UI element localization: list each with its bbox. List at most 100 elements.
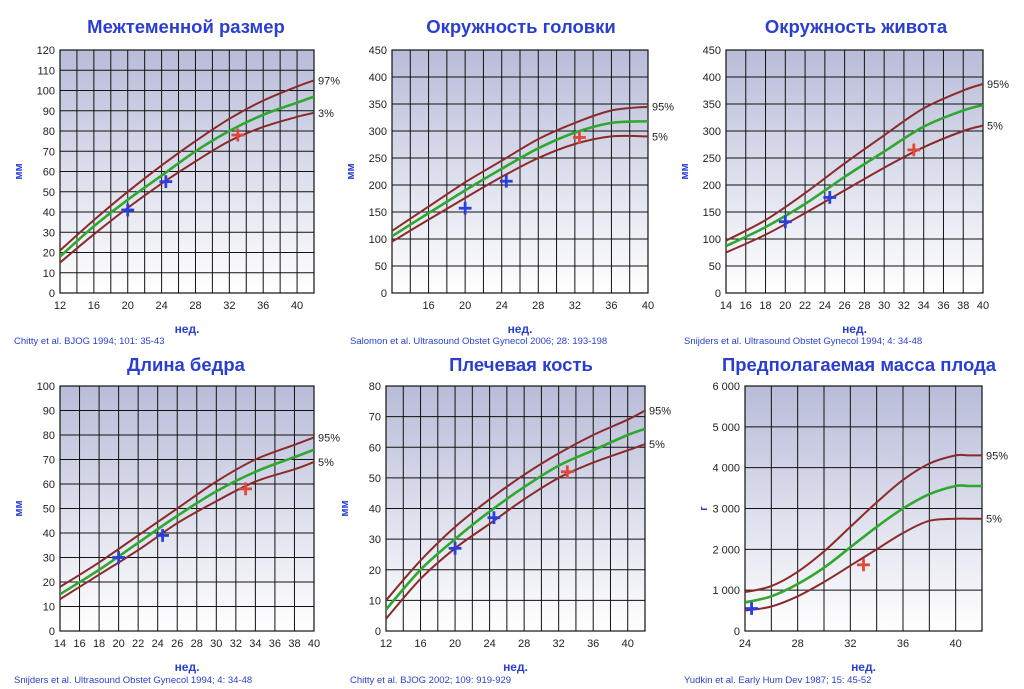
y-tick-label: 40 [43,528,55,540]
chart-title: Длина бедра [127,354,245,375]
plot-frame [391,49,649,294]
plot-frame [725,49,984,294]
x-tick-label: 28 [858,300,870,312]
series-line-mid [386,427,645,611]
series-end-label: 95% [987,79,1009,91]
series-line-mid [60,95,314,258]
y-tick-label: 10 [43,602,55,614]
series-line-upper [60,436,314,588]
x-tick-label: 40 [622,638,634,650]
measurement-marker-blue [112,551,126,564]
y-tick-label: 300 [703,126,721,138]
x-tick-label: 28 [189,300,201,312]
x-tick-label: 32 [569,300,581,312]
measurement-marker-red [231,128,245,142]
y-axis-label: мм [679,163,691,179]
x-tick-label: 24 [819,300,831,312]
measurement-marker-blue [487,511,501,525]
series-end-label: 5% [652,131,668,143]
chart-panel-femur-length: Длина бедра 0 10 20 30 40 50 60 70 80 90 100 14 16 18… [0,350,341,689]
series-line-lower [392,134,648,243]
y-axis-label: мм [13,163,25,179]
measurement-marker-red [857,558,870,572]
x-axis-label: нед. [851,660,876,674]
y-tick-label: 250 [369,153,387,165]
y-tick-label: 200 [703,180,721,192]
y-tick-label: 450 [703,45,721,57]
x-tick-label: 30 [878,300,890,312]
chart-panel-abdominal-circumference: Окружность живота 0 50 100 150 200 250 300 350 4… [679,0,1024,350]
chart-panel-bpd: Межтеменной размер 0 10 20 30 40 50 60 70 80 90 10… [0,0,341,350]
y-tick-label: 1 000 [712,585,740,597]
y-tick-label: 70 [43,455,55,467]
y-tick-label: 50 [375,261,387,273]
y-tick-label: 80 [43,126,55,138]
measurement-marker-red [573,131,586,144]
y-tick-label: 20 [43,248,55,260]
series-line-lower [60,461,314,601]
y-tick-label: 3 000 [712,504,740,516]
y-tick-label: 100 [37,381,55,393]
measurement-marker-blue [823,191,837,204]
x-tick-label: 30 [210,638,222,650]
x-tick-label: 20 [449,638,461,650]
chart-citation: Salomon et al. Ultrasound Obstet Gynecol… [350,336,608,347]
x-tick-label: 40 [642,300,654,312]
y-axis-label: мм [13,500,25,516]
y-tick-label: 60 [369,442,381,454]
series-line-lower [60,111,314,264]
x-tick-label: 24 [155,300,167,312]
y-tick-label: 0 [734,626,740,638]
y-tick-label: 50 [43,187,55,199]
x-tick-label: 22 [799,300,811,312]
y-tick-label: 4 000 [712,463,740,475]
chart-title: Окружность живота [764,16,948,37]
series-line-upper [726,83,983,242]
y-tick-label: 90 [43,106,55,118]
x-tick-label: 28 [532,300,544,312]
y-tick-label: 0 [49,626,55,638]
y-tick-label: 100 [369,234,387,246]
series-line-lower [726,124,983,254]
chart-panel-head-circumference: Окружность головки 0 50 100 150 200 250 300 350… [341,0,682,350]
chart-svg: 0 1 000 2 000 3 000 4 000 5 000 6 000 24 28 32 36 4… [698,381,1008,674]
series-line-mid [726,103,983,248]
chart-title: Плечевая кость [449,354,593,375]
y-tick-label: 400 [703,72,721,84]
measurement-marker-blue [778,215,792,229]
x-tick-label: 12 [380,638,392,650]
x-tick-label: 24 [152,638,164,650]
series-line-upper [745,453,982,594]
x-tick-label: 16 [422,300,434,312]
y-tick-label: 0 [49,288,55,300]
series-line-mid [392,120,648,238]
y-axis-label: г [698,506,710,511]
y-tick-label: 450 [369,45,387,57]
chart-svg: 0 10 20 30 40 50 60 70 80 90 100 110 120 12 16 20 24 28 32… [13,45,340,336]
y-tick-label: 60 [43,167,55,179]
y-tick-label: 50 [369,473,381,485]
y-tick-label: 250 [703,153,721,165]
y-tick-label: 110 [37,65,55,77]
x-tick-label: 20 [112,638,124,650]
measurement-marker-blue [156,529,169,542]
x-tick-label: 14 [54,638,66,650]
x-axis-label: нед. [508,322,533,336]
chart-citation: Snijders et al. Ultrasound Obstet Gyneco… [14,675,253,686]
chart-citation: Chitty et al. BJOG 2002; 109: 919-929 [350,675,512,686]
y-tick-label: 350 [369,99,387,111]
y-tick-label: 400 [369,72,387,84]
y-axis-label: мм [345,163,357,179]
y-tick-label: 20 [369,565,381,577]
series-end-label: 5% [318,457,334,469]
y-tick-label: 6 000 [712,381,740,393]
chart-title: Окружность головки [426,16,616,37]
x-tick-label: 36 [897,638,909,650]
x-tick-label: 40 [977,300,989,312]
y-tick-label: 60 [43,479,55,491]
x-tick-label: 38 [957,300,969,312]
y-tick-label: 350 [703,99,721,111]
y-tick-label: 150 [703,207,721,219]
x-tick-label: 26 [171,638,183,650]
chart-panel-estimated-fetal-weight: Предполагаемая масса плода 0 1 000 2 000 3 … [682,350,1024,689]
